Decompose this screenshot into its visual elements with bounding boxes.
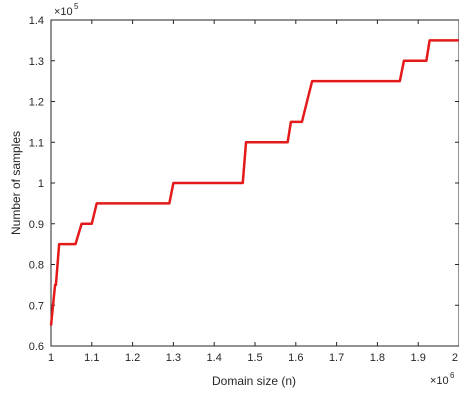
x-tick-label: 1.5 bbox=[247, 352, 262, 364]
y-tick-label: 1.3 bbox=[29, 56, 44, 68]
x-tick-label: 1.8 bbox=[370, 352, 385, 364]
x-tick-label: 1.2 bbox=[125, 352, 140, 364]
y-axis-ticks: 0.6 0.7 0.8 0.9 1 1.1 1.2 1.3 1.4 bbox=[29, 15, 459, 353]
svg-text:×10: ×10 bbox=[430, 375, 449, 387]
y-tick-label: 1.1 bbox=[29, 137, 44, 149]
x-tick-label: 1 bbox=[48, 352, 54, 364]
series-line bbox=[49, 39, 459, 326]
y-tick-label: 1.2 bbox=[29, 97, 44, 109]
x-tick-label: 1.1 bbox=[84, 352, 99, 364]
x-tick-label: 1.6 bbox=[288, 352, 303, 364]
y-axis-multiplier: ×10 5 bbox=[54, 2, 79, 18]
svg-text:5: 5 bbox=[74, 2, 79, 11]
y-tick-label: 0.9 bbox=[29, 219, 44, 231]
svg-text:×10: ×10 bbox=[54, 6, 73, 18]
svg-text:6: 6 bbox=[450, 371, 455, 380]
x-axis-label: Domain size (n) bbox=[212, 374, 296, 388]
plot-area bbox=[50, 19, 459, 347]
y-tick-label: 1 bbox=[38, 178, 44, 190]
y-tick-label: 1.4 bbox=[29, 15, 44, 27]
y-axis-label: Number of samples bbox=[9, 131, 23, 235]
x-tick-label: 1.4 bbox=[207, 352, 222, 364]
x-tick-label: 2 bbox=[452, 352, 458, 364]
x-tick-label: 1.9 bbox=[411, 352, 426, 364]
x-tick-label: 1.3 bbox=[166, 352, 181, 364]
x-axis-multiplier: ×10 6 bbox=[430, 371, 455, 387]
y-tick-label: 0.8 bbox=[29, 260, 44, 272]
y-tick-label: 0.7 bbox=[29, 300, 44, 312]
y-tick-label: 0.6 bbox=[29, 341, 44, 353]
x-tick-label: 1.7 bbox=[329, 352, 344, 364]
x-axis-ticks: 1 1.1 1.2 1.3 1.4 1.5 1.6 1.7 1.8 1.9 2 bbox=[48, 20, 459, 364]
